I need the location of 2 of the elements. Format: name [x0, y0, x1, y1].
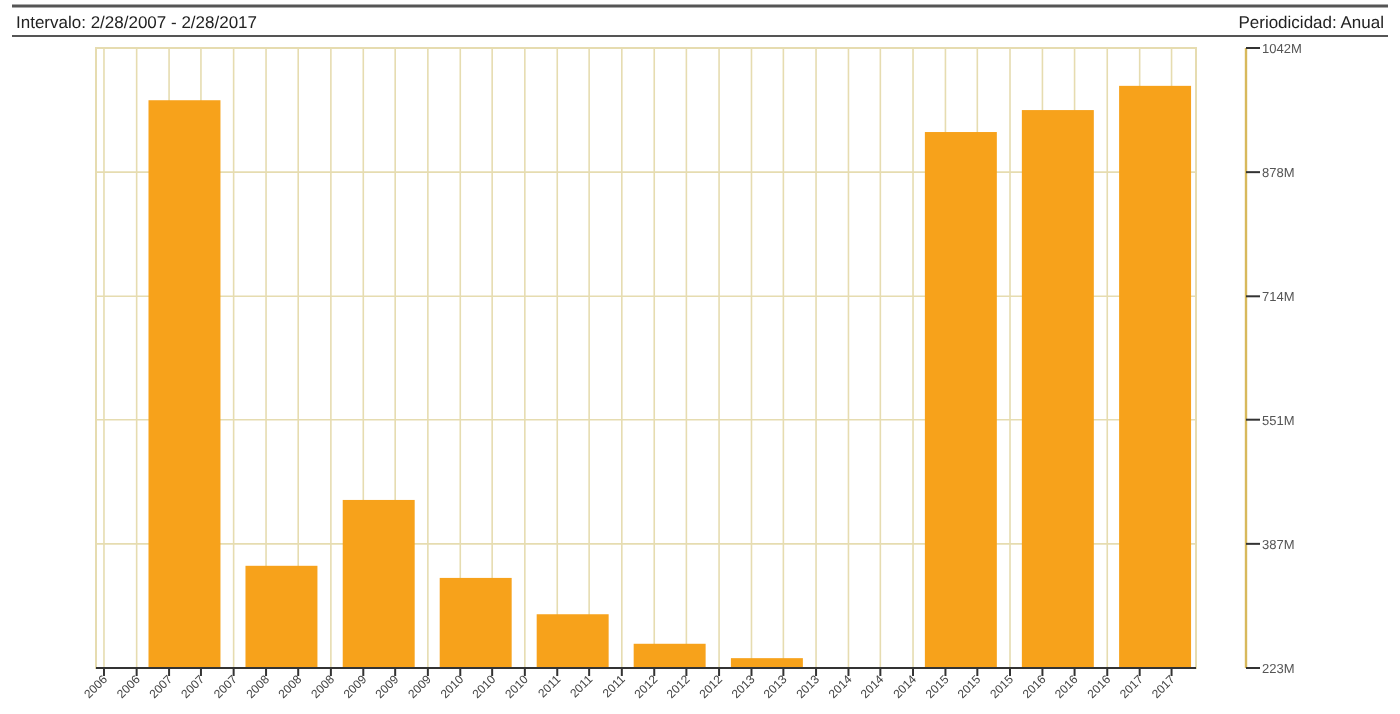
- text: Periodicidad: Anual: [1238, 12, 1385, 32]
- chart-title: Intervalo: 2/28/2007 - 2/28/2017: [16, 12, 258, 32]
